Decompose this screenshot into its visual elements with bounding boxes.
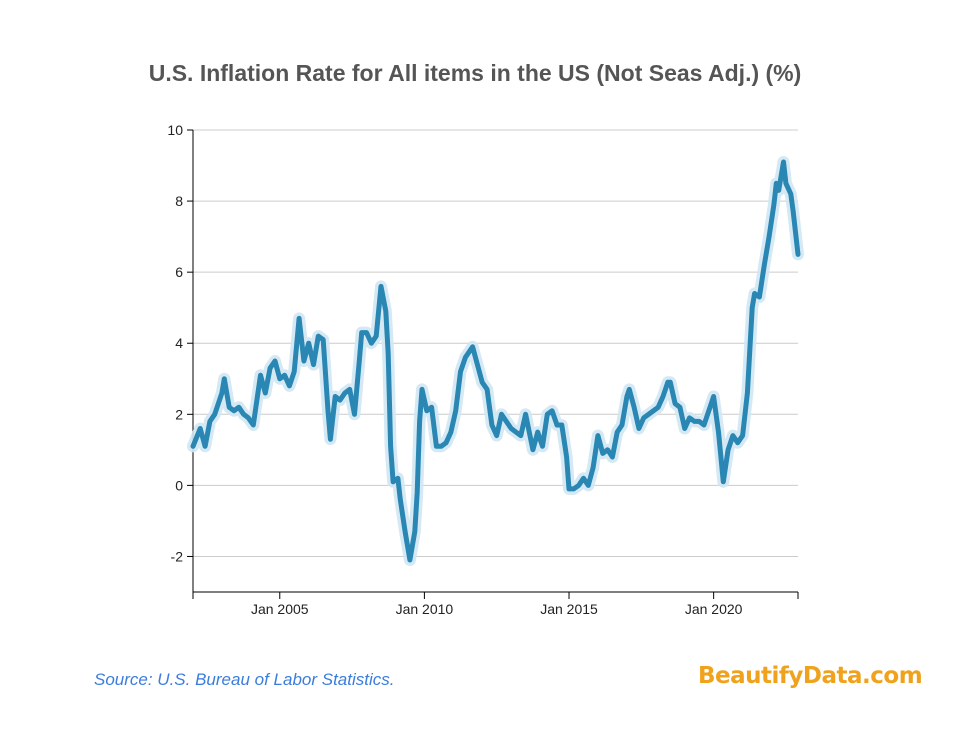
x-tick-label: Jan 2010 [396, 601, 454, 617]
axes: -2 0 2 4 6 8 10 Jan 2005 Jan 2010 Jan 2015 Jan 202… [167, 122, 799, 617]
y-tick-label: 6 [175, 264, 183, 280]
y-tick-label: 0 [175, 477, 183, 493]
series-line [190, 159, 801, 563]
y-tick-label: 4 [175, 335, 183, 351]
y-tick-label: 10 [167, 122, 183, 138]
brand-logo: BeautifyData.com [698, 663, 923, 689]
y-tick-label: 2 [175, 406, 183, 422]
y-tick-label: -2 [171, 548, 184, 564]
y-tick-label: 8 [175, 193, 183, 209]
series-layer [187, 156, 804, 566]
source-note: Source: U.S. Bureau of Labor Statistics. [94, 670, 395, 689]
x-tick-label: Jan 2020 [685, 601, 743, 617]
x-tick-label: Jan 2015 [540, 601, 598, 617]
x-tick-label: Jan 2005 [251, 601, 309, 617]
gridlines [193, 129, 798, 557]
series-line-glow [187, 156, 804, 566]
chart-title: U.S. Inflation Rate for All items in the… [148, 60, 802, 86]
